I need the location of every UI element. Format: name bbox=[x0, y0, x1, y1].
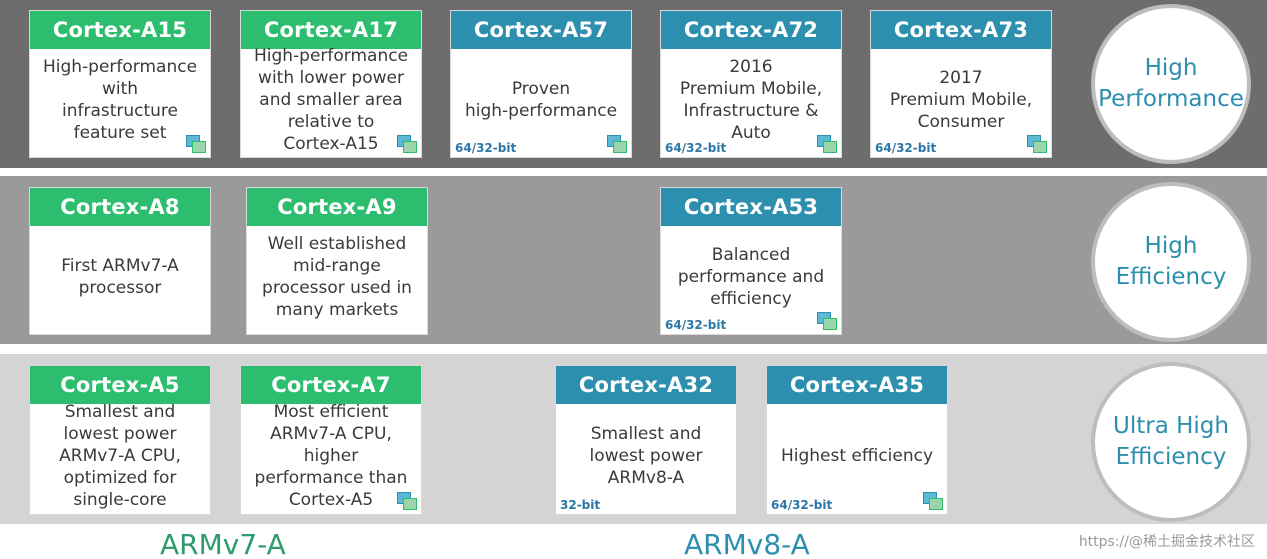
core-description: Smallest and lowest power ARMv8-A bbox=[589, 424, 703, 488]
core-name: Cortex-A53 bbox=[661, 188, 841, 226]
core-name: Cortex-A17 bbox=[241, 11, 421, 49]
core-name: Cortex-A15 bbox=[30, 11, 210, 49]
chip-icon bbox=[817, 312, 837, 330]
core-card-cortex-a57: Cortex-A57 Proven high-performance 64/32… bbox=[450, 10, 632, 158]
watermark: https://@稀土掘金技术社区 bbox=[1078, 534, 1255, 550]
core-name: Cortex-A32 bbox=[556, 366, 736, 404]
core-card-cortex-a32: Cortex-A32 Smallest and lowest power ARM… bbox=[555, 365, 737, 515]
core-name: Cortex-A57 bbox=[451, 11, 631, 49]
core-description: High-performance with infrastructure fea… bbox=[42, 57, 198, 143]
chip-icon bbox=[607, 135, 627, 153]
bit-width-label: 64/32-bit bbox=[771, 498, 833, 512]
category-label-text: High Performance bbox=[1098, 55, 1244, 112]
core-name: Cortex-A72 bbox=[661, 11, 841, 49]
core-name: Cortex-A9 bbox=[247, 188, 427, 226]
core-description: Highest efficiency bbox=[780, 446, 934, 466]
core-name: Cortex-A35 bbox=[767, 366, 947, 404]
core-name: Cortex-A73 bbox=[871, 11, 1051, 49]
core-card-cortex-a5: Cortex-A5 Smallest and lowest power ARMv… bbox=[29, 365, 211, 515]
row-band-high-efficiency bbox=[0, 176, 1267, 344]
core-card-cortex-a73: Cortex-A73 2017 Premium Mobile, Consumer… bbox=[870, 10, 1052, 158]
core-card-cortex-a9: Cortex-A9 Well established mid-range pro… bbox=[246, 187, 428, 335]
core-name: Cortex-A8 bbox=[30, 188, 210, 226]
core-card-cortex-a53: Cortex-A53 Balanced performance and effi… bbox=[660, 187, 842, 335]
chip-icon bbox=[186, 135, 206, 153]
core-card-cortex-a35: Cortex-A35 Highest efficiency 64/32-bit bbox=[766, 365, 948, 515]
core-description: Well established mid-range processor use… bbox=[262, 234, 412, 320]
core-description: 2016 Premium Mobile, Infrastructure & Au… bbox=[679, 57, 823, 143]
bit-width-label: 64/32-bit bbox=[875, 141, 937, 155]
bit-width-label: 64/32-bit bbox=[665, 141, 727, 155]
core-card-cortex-a8: Cortex-A8 First ARMv7-A processor bbox=[29, 187, 211, 335]
core-card-cortex-a72: Cortex-A72 2016 Premium Mobile, Infrastr… bbox=[660, 10, 842, 158]
chip-icon bbox=[397, 135, 417, 153]
core-description: Balanced performance and efficiency bbox=[677, 245, 825, 309]
core-name: Cortex-A5 bbox=[30, 366, 210, 404]
core-name: Cortex-A7 bbox=[241, 366, 421, 404]
category-label-ultra-high-efficiency: Ultra High Efficiency bbox=[1091, 362, 1251, 522]
core-card-cortex-a17: Cortex-A17 High-performance with lower p… bbox=[240, 10, 422, 158]
core-description: High-performance with lower power and sm… bbox=[253, 46, 409, 154]
core-description: Most efficient ARMv7-A CPU, higher perfo… bbox=[254, 402, 408, 510]
bit-width-label: 64/32-bit bbox=[455, 141, 517, 155]
category-label-text: Ultra High Efficiency bbox=[1113, 413, 1229, 470]
bit-width-label: 32-bit bbox=[560, 498, 601, 512]
chip-icon bbox=[923, 492, 943, 510]
row-band-high-performance bbox=[0, 0, 1267, 168]
core-card-cortex-a7: Cortex-A7 Most efficient ARMv7-A CPU, hi… bbox=[240, 365, 422, 515]
core-description: First ARMv7-A processor bbox=[61, 256, 179, 298]
core-description: 2017 Premium Mobile, Consumer bbox=[889, 68, 1033, 132]
chip-icon bbox=[1027, 135, 1047, 153]
core-description: Smallest and lowest power ARMv7-A CPU, o… bbox=[59, 402, 181, 510]
architecture-label-armv7: ARMv7-A bbox=[160, 528, 286, 559]
core-description: Proven high-performance bbox=[464, 79, 618, 121]
category-label-text: High Efficiency bbox=[1115, 233, 1227, 290]
chip-icon bbox=[397, 492, 417, 510]
architecture-label-armv8: ARMv8-A bbox=[684, 528, 810, 559]
category-label-high-efficiency: High Efficiency bbox=[1091, 182, 1251, 342]
chip-icon bbox=[817, 135, 837, 153]
category-label-high-performance: High Performance bbox=[1091, 4, 1251, 164]
bit-width-label: 64/32-bit bbox=[665, 318, 727, 332]
core-card-cortex-a15: Cortex-A15 High-performance with infrast… bbox=[29, 10, 211, 158]
